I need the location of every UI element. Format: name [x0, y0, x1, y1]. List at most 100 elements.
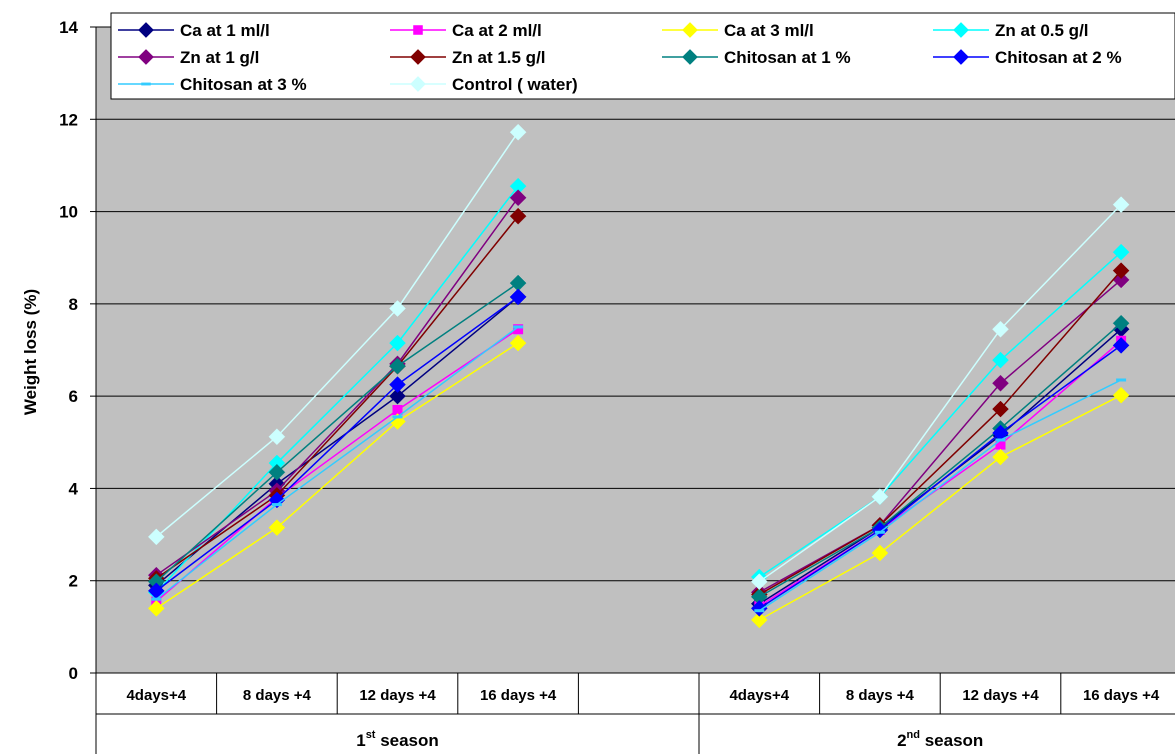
legend-item: Chitosan at 2 %: [933, 48, 1122, 67]
legend-label: Chitosan at 2 %: [995, 48, 1122, 67]
data-point: [410, 49, 426, 65]
series-line: [155, 328, 519, 603]
y-axis-ticks: 0 2 4 6 8 10 12 14: [59, 18, 97, 754]
series-line: [758, 279, 1122, 593]
data-point: [953, 49, 969, 65]
data-point: [750, 573, 768, 590]
legend-label: Ca at 2 ml/l: [452, 21, 542, 40]
data-point: [147, 600, 165, 617]
data-point: [1112, 196, 1130, 214]
legend-item: Control ( water): [390, 75, 578, 94]
group-label-sup: nd: [907, 729, 920, 741]
group-label: 1st season: [356, 729, 439, 750]
data-point: [513, 324, 524, 335]
data-point: [1112, 337, 1130, 354]
legend-label: Ca at 3 ml/l: [724, 21, 814, 40]
data-point: [151, 597, 162, 601]
group-label: 2nd season: [897, 729, 983, 750]
data-point: [509, 288, 527, 306]
data-point: [992, 448, 1009, 466]
category-axis: 4days+4 8 days +4 12 days +4 16 days +4 1st …: [96, 672, 1175, 754]
category-label: 12 days +4: [962, 687, 1039, 704]
data-point: [509, 123, 527, 141]
data-point: [271, 503, 282, 507]
series-layer: [147, 123, 1130, 629]
y-axis-label: Weight loss (%): [21, 289, 40, 415]
legend-box: [110, 12, 1175, 100]
data-point: [992, 374, 1009, 392]
data-point: [1112, 386, 1130, 404]
data-point: [750, 600, 768, 617]
series-line: [758, 344, 1122, 610]
y-tick-label: 6: [69, 387, 78, 406]
y-tick-label: 8: [69, 295, 78, 314]
data-point: [268, 463, 286, 481]
legend-label: Control ( water): [452, 75, 578, 94]
y-tick-label: 12: [59, 110, 78, 129]
series-line: [758, 394, 1122, 621]
data-point: [389, 357, 406, 375]
data-point: [992, 351, 1009, 369]
data-point: [1112, 243, 1130, 261]
data-point: [682, 49, 698, 65]
category-label: 16 days +4: [480, 687, 557, 704]
data-point: [874, 530, 885, 534]
data-point: [389, 387, 406, 405]
series-line: [758, 379, 1122, 612]
series-line: [758, 340, 1122, 607]
data-point: [410, 76, 426, 92]
series: [147, 334, 1130, 629]
data-point: [268, 519, 286, 537]
category-label: 8 days +4: [846, 687, 915, 704]
data-point: [953, 22, 969, 38]
data-point: [509, 189, 527, 207]
data-point: [138, 22, 154, 38]
legend-item: Zn at 0.5 g/l: [933, 21, 1089, 40]
data-point: [1112, 314, 1130, 332]
legend-label: Zn at 1.5 g/l: [452, 48, 546, 67]
legend-item: Zn at 1 g/l: [118, 48, 259, 67]
category-label: 8 days +4: [243, 687, 312, 704]
group-label-rest: season: [920, 731, 983, 750]
data-point: [413, 25, 423, 35]
data-point: [754, 609, 765, 613]
data-point: [513, 325, 524, 329]
legend-label: Zn at 1 g/l: [180, 48, 259, 67]
legend-item: Zn at 1.5 g/l: [390, 48, 546, 67]
series: [147, 123, 1130, 590]
legend-label: Chitosan at 3 %: [180, 75, 307, 94]
legend-item: Chitosan at 3 %: [118, 75, 307, 94]
legend-label: Chitosan at 1 %: [724, 48, 851, 67]
legend-item: Chitosan at 1 %: [662, 48, 851, 67]
data-point: [147, 528, 165, 546]
series-line: [155, 296, 519, 586]
data-point: [992, 400, 1009, 418]
data-point: [268, 428, 286, 446]
data-point: [1112, 262, 1130, 279]
series-line: [758, 204, 1122, 583]
data-point: [509, 207, 527, 225]
legend-item: Ca at 2 ml/l: [390, 21, 542, 40]
category-label: 4days+4: [729, 687, 789, 704]
data-point: [995, 438, 1006, 442]
data-point: [509, 334, 527, 352]
data-point: [871, 544, 889, 562]
series-line: [155, 197, 519, 576]
series-line: [155, 131, 519, 538]
group-label-sup: st: [366, 729, 376, 741]
legend-item: Ca at 3 ml/l: [662, 21, 814, 40]
series-line: [758, 270, 1122, 596]
data-point: [389, 334, 406, 352]
series-line: [155, 215, 519, 580]
group-label-main: 1: [356, 731, 365, 750]
series: [147, 288, 1130, 617]
data-point: [1116, 378, 1127, 382]
data-point: [392, 404, 403, 415]
series-line: [155, 296, 519, 592]
series: [151, 325, 1127, 613]
category-label: 4days+4: [126, 687, 186, 704]
data-point: [141, 82, 151, 86]
category-label: 16 days +4: [1083, 687, 1160, 704]
y-tick-label: 2: [69, 572, 78, 591]
